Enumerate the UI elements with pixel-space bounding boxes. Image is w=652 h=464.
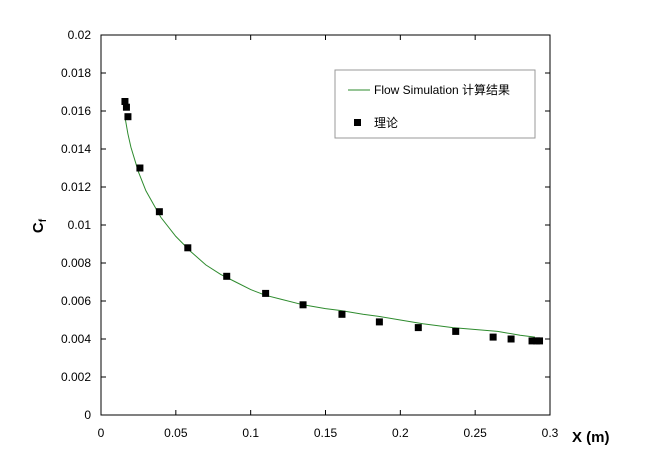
y-axis-label: Cf (30, 218, 49, 233)
x-tick-label: 0.2 (392, 426, 409, 440)
y-tick-label: 0.008 (61, 256, 91, 270)
series-line-simulation (124, 116, 536, 338)
y-tick-label: 0.014 (61, 142, 91, 156)
y-tick-label: 0 (84, 408, 91, 422)
y-tick-label: 0.006 (61, 294, 91, 308)
x-tick-label: 0 (98, 426, 105, 440)
data-point-theory (136, 164, 144, 172)
data-point-theory (489, 333, 497, 341)
y-tick-label: 0.02 (68, 28, 92, 42)
legend-box (334, 69, 536, 139)
x-tick-label: 0.25 (463, 426, 487, 440)
legend-marker-swatch (354, 119, 361, 126)
x-axis-label: X (m) (572, 429, 610, 446)
data-point-theory (223, 272, 231, 280)
plot-area (121, 98, 544, 345)
y-tick-label: 0.012 (61, 180, 91, 194)
y-tick-label: 0.01 (68, 218, 92, 232)
legend-label-simulation: Flow Simulation 计算结果 (374, 82, 510, 97)
svg-text:Cf: Cf (30, 218, 49, 233)
y-tick-label: 0.002 (61, 370, 91, 384)
data-point-theory (452, 327, 460, 335)
y-tick-label: 0.004 (61, 332, 91, 346)
x-tick-label: 0.15 (314, 426, 338, 440)
data-point-theory (507, 335, 515, 343)
data-point-theory (124, 113, 132, 121)
data-point-theory (338, 310, 346, 318)
axes: 0 0.05 0.1 0.15 0.2 0.25 0.3 0 0.002 0.004 0.006 0.… (61, 28, 559, 440)
data-point-theory (528, 337, 536, 345)
legend: Flow Simulation 计算结果 理论 (334, 69, 536, 139)
data-point-theory (536, 337, 544, 345)
data-point-theory (414, 324, 422, 332)
data-point-theory (184, 244, 192, 252)
x-tick-label: 0.3 (542, 426, 559, 440)
data-point-theory (299, 301, 307, 309)
x-tick-label: 0.1 (242, 426, 259, 440)
data-point-theory (121, 98, 129, 105)
legend-label-theory: 理论 (374, 116, 398, 130)
data-point-theory (155, 208, 163, 216)
y-tick-label: 0.018 (61, 66, 91, 80)
data-point-theory (122, 103, 130, 111)
y-tick-label: 0.016 (61, 104, 91, 118)
data-point-theory (262, 289, 270, 297)
data-point-theory (375, 318, 383, 326)
x-tick-label: 0.05 (164, 426, 188, 440)
